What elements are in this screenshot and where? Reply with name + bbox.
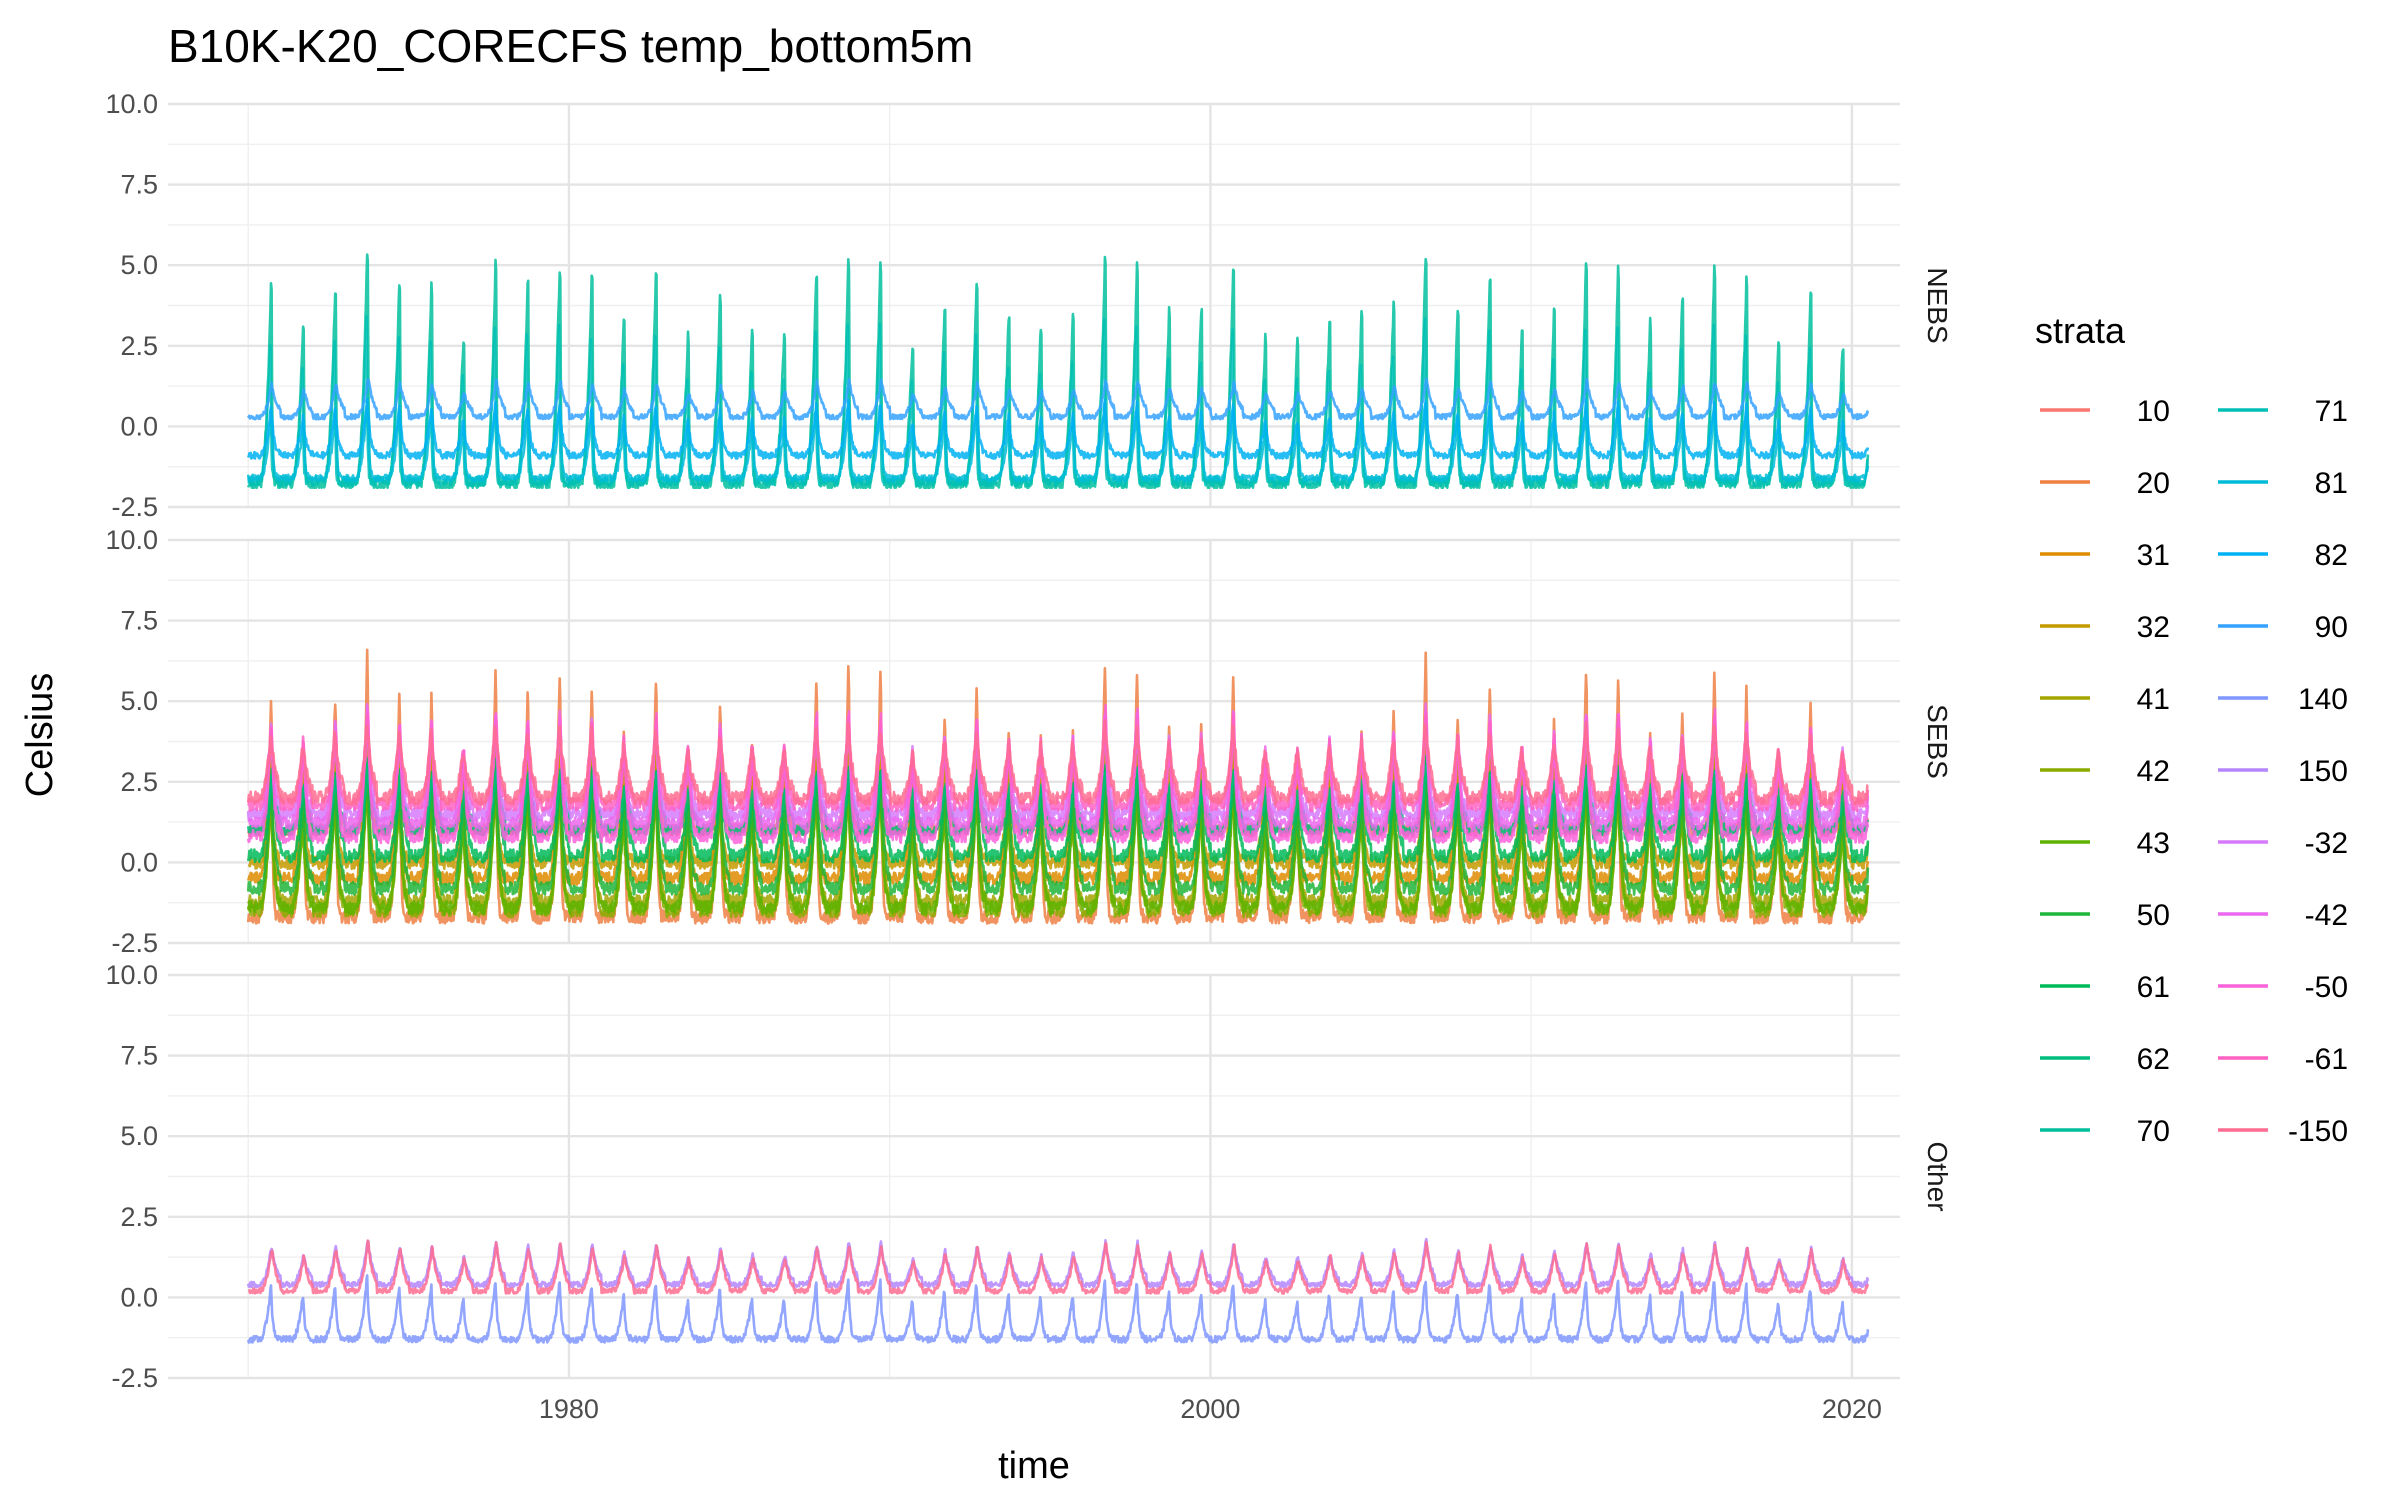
legend-item--150: -150 — [2218, 1115, 2348, 1148]
y-tick-label: 7.5 — [120, 606, 158, 636]
series-line-61 — [246, 754, 1870, 864]
x-tick-label: 2020 — [1822, 1394, 1882, 1424]
y-tick-label: 2.5 — [120, 1202, 158, 1232]
legend-item-61: 61 — [2040, 971, 2170, 1004]
y-tick-label: -2.5 — [111, 492, 158, 522]
series-line--150 — [247, 1239, 1870, 1295]
legend-item-20: 20 — [2040, 467, 2170, 500]
legend-item-50: 50 — [2040, 899, 2170, 932]
legend-label: 32 — [2137, 611, 2170, 644]
legend-item--61: -61 — [2218, 1043, 2348, 1076]
y-tick-label: 5.0 — [120, 686, 158, 716]
y-tick-label: 2.5 — [120, 331, 158, 361]
facet-panel-other: -2.5 0.0 2.5 5.0 7.5 10.0 Other — [105, 960, 1953, 1393]
legend-item-32: 32 — [2040, 611, 2170, 644]
series-line-50 — [246, 759, 1870, 896]
legend-label: 31 — [2137, 539, 2170, 572]
legend-item-90: 90 — [2218, 611, 2348, 644]
x-tick-labels: 1980 2000 2020 — [539, 1394, 1882, 1424]
chart-title: B10K-K20_CORECFS temp_bottom5m — [168, 20, 973, 72]
y-tick-label: 2.5 — [120, 767, 158, 797]
legend-item-82: 82 — [2218, 539, 2348, 572]
legend-item-62: 62 — [2040, 1043, 2170, 1076]
series-line--61 — [247, 713, 1870, 813]
y-tick-label: 5.0 — [120, 250, 158, 280]
facet-panel-sebs: -2.5 0.0 2.5 5.0 7.5 10.0 SEBS — [105, 525, 1953, 958]
x-tick-label: 2000 — [1180, 1394, 1240, 1424]
legend-label: -42 — [2305, 899, 2348, 932]
series-line-140 — [246, 1274, 1870, 1344]
legend-item-41: 41 — [2040, 683, 2170, 716]
y-tick-label: -2.5 — [111, 1363, 158, 1393]
legend-label: 150 — [2298, 755, 2348, 788]
facet-label-other: Other — [1922, 1141, 1953, 1211]
y-tick-label: 10.0 — [105, 525, 158, 555]
legend-label: 10 — [2137, 395, 2170, 428]
legend-item--42: -42 — [2218, 899, 2348, 932]
legend-label: 71 — [2315, 395, 2348, 428]
legend-item--50: -50 — [2218, 971, 2348, 1004]
y-tick-label: 10.0 — [105, 89, 158, 119]
legend-label: 140 — [2298, 683, 2348, 716]
legend-title: strata — [2035, 310, 2126, 351]
legend-item-42: 42 — [2040, 755, 2170, 788]
legend-item-70: 70 — [2040, 1115, 2170, 1148]
legend-label: 20 — [2137, 467, 2170, 500]
legend-item-150: 150 — [2218, 755, 2348, 788]
legend-label: 50 — [2137, 899, 2170, 932]
y-axis-title: Celsius — [19, 673, 61, 798]
legend-label: -150 — [2288, 1115, 2348, 1148]
facet-panel-nebs: -2.5 0.0 2.5 5.0 7.5 10.0 NEBS — [105, 89, 1953, 522]
y-tick-label: 7.5 — [120, 170, 158, 200]
series-line-81 — [246, 397, 1870, 483]
series-line--50 — [246, 703, 1870, 845]
series-line-82 — [246, 397, 1870, 460]
y-tick-label: 10.0 — [105, 960, 158, 990]
legend: strata 10 20 31 32 41 42 43 50 61 62 70 71 81 82 90 140… — [2035, 310, 2348, 1148]
series-line--42 — [247, 702, 1870, 832]
y-tick-label: 5.0 — [120, 1121, 158, 1151]
legend-label: 42 — [2137, 755, 2170, 788]
legend-label: -32 — [2305, 827, 2348, 860]
y-tick-label: 0.0 — [120, 847, 158, 877]
legend-label: 41 — [2137, 683, 2170, 716]
facet-label-sebs: SEBS — [1922, 704, 1953, 779]
legend-item-31: 31 — [2040, 539, 2170, 572]
legend-label: -61 — [2305, 1043, 2348, 1076]
legend-label: 61 — [2137, 971, 2170, 1004]
legend-label: 90 — [2315, 611, 2348, 644]
x-axis-title: time — [998, 1445, 1070, 1487]
legend-label: 81 — [2315, 467, 2348, 500]
legend-label: -50 — [2305, 971, 2348, 1004]
legend-item-71: 71 — [2218, 395, 2348, 428]
y-tick-label: 7.5 — [120, 1041, 158, 1071]
series-line-43 — [247, 776, 1870, 916]
legend-label: 70 — [2137, 1115, 2170, 1148]
y-tick-label: 0.0 — [120, 1282, 158, 1312]
series-line-150 — [246, 1237, 1870, 1289]
facet-label-nebs: NEBS — [1922, 267, 1953, 343]
legend-label: 43 — [2137, 827, 2170, 860]
y-tick-label: 0.0 — [120, 411, 158, 441]
legend-label: 82 — [2315, 539, 2348, 572]
legend-item-43: 43 — [2040, 827, 2170, 860]
legend-item-81: 81 — [2218, 467, 2348, 500]
legend-label: 62 — [2137, 1043, 2170, 1076]
legend-item-10: 10 — [2040, 395, 2170, 428]
y-tick-label: -2.5 — [111, 928, 158, 958]
series-line--150 — [246, 718, 1869, 806]
facet-panels: -2.5 0.0 2.5 5.0 7.5 10.0 NEBS -2.5 0.0 2.5 5.0 7.5… — [105, 89, 1953, 1393]
legend-item--32: -32 — [2218, 827, 2348, 860]
series-line-90 — [247, 377, 1870, 421]
x-tick-label: 1980 — [539, 1394, 599, 1424]
legend-item-140: 140 — [2218, 683, 2348, 716]
